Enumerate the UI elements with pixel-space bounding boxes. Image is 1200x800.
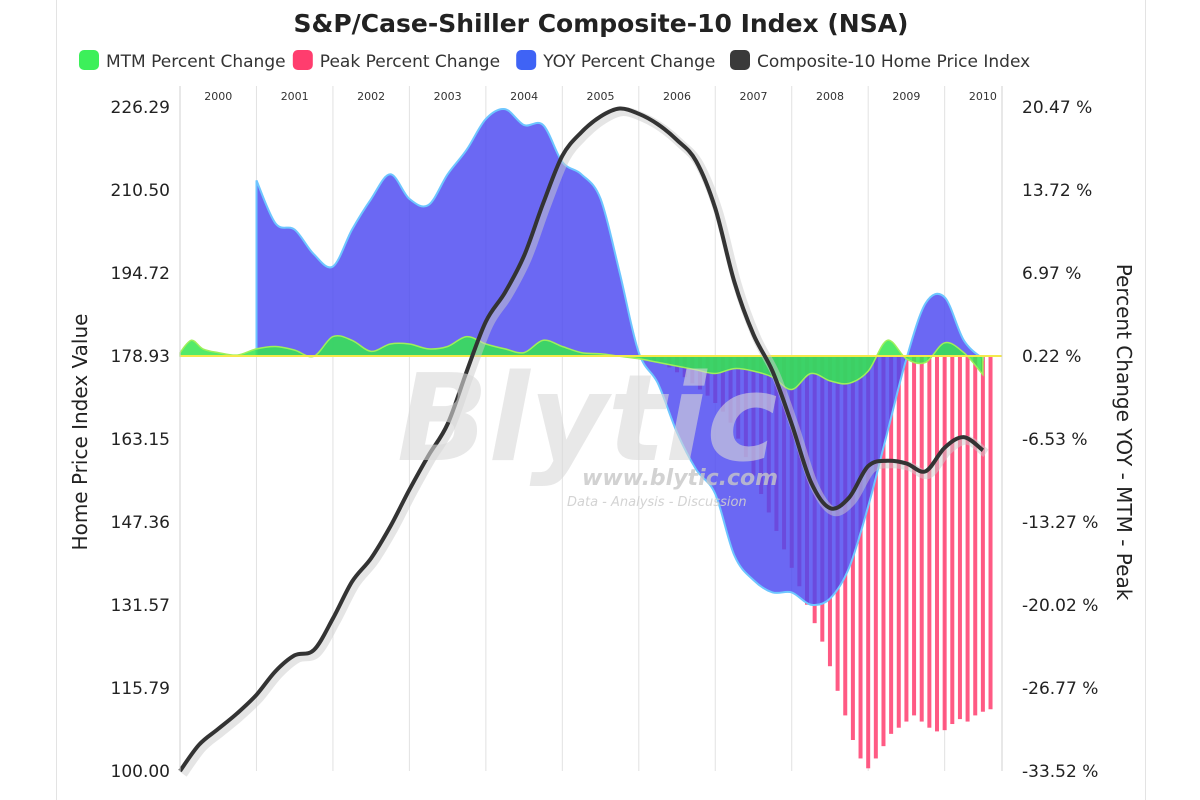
peak-bar-29 bbox=[873, 356, 878, 759]
y-right-tick-2: 6.97 % bbox=[1022, 264, 1081, 284]
yoy-area bbox=[255, 107, 984, 607]
legend-swatch-1 bbox=[292, 50, 313, 70]
y-left-axis-title: Home Price Index Value bbox=[68, 314, 92, 551]
axes: 226.29 210.50 194.72 178.93 163.15 147.36 131.… bbox=[111, 86, 1098, 782]
y-right-tick-1: 13.72 % bbox=[1022, 181, 1092, 201]
y-left-tick-8: 100.00 bbox=[111, 762, 170, 782]
y-right-tick-3: 0.22 % bbox=[1022, 347, 1081, 367]
year-label-2008: 2008 bbox=[816, 90, 844, 103]
y-left-tick-6: 131.57 bbox=[111, 596, 170, 616]
legend-label-0: MTM Percent Change bbox=[106, 52, 286, 72]
year-label-2001: 2001 bbox=[281, 90, 309, 103]
legend-swatch-3 bbox=[730, 50, 750, 70]
y-left-tick-5: 147.36 bbox=[111, 513, 170, 533]
index-line-shadow bbox=[179, 106, 989, 777]
peak-bar-36 bbox=[927, 356, 932, 728]
watermark-tagline: Data - Analysis - Discussion bbox=[567, 495, 747, 510]
mtm-area bbox=[179, 334, 984, 391]
peak-bar-28 bbox=[866, 356, 871, 769]
year-label-2002: 2002 bbox=[357, 90, 385, 103]
y-left-tick-1: 210.50 bbox=[111, 181, 170, 201]
watermark-url: www.blytic.com bbox=[582, 466, 778, 491]
year-label-2003: 2003 bbox=[434, 90, 462, 103]
chart-title: S&P/Case-Shiller Composite-10 Index (NSA… bbox=[294, 9, 909, 38]
chart-panel: S&P/Case-Shiller Composite-10 Index (NSA… bbox=[56, 0, 1146, 800]
watermark: Blytic www.blytic.com Data - Analysis - … bbox=[397, 350, 778, 510]
y-right-tick-5: -13.27 % bbox=[1022, 513, 1098, 533]
year-label-2005: 2005 bbox=[587, 90, 615, 103]
y-right-tick-6: -20.02 % bbox=[1022, 596, 1098, 616]
year-label-2006: 2006 bbox=[663, 90, 691, 103]
legend: MTM Percent Change Peak Percent Change YOY… bbox=[79, 50, 1030, 72]
year-label-2009: 2009 bbox=[892, 90, 920, 103]
legend-swatch-2 bbox=[516, 50, 537, 70]
peak-bar-42 bbox=[973, 356, 978, 716]
peak-bar-30 bbox=[881, 356, 886, 747]
year-label-2010: 2010 bbox=[969, 90, 997, 103]
peak-bar-31 bbox=[889, 356, 894, 734]
y-left-tick-2: 194.72 bbox=[111, 264, 170, 284]
legend-label-3: Composite-10 Home Price Index bbox=[757, 52, 1030, 72]
plot-area: 2000 2001 2002 2003 2004 2005 2006 2007 2008 2009… bbox=[178, 86, 1002, 777]
peak-bar-41 bbox=[965, 356, 970, 722]
y-right-tick-8: -33.52 % bbox=[1022, 762, 1098, 782]
peak-bar-39 bbox=[950, 356, 955, 725]
y-left-tick-0: 226.29 bbox=[111, 98, 170, 118]
y-left-tick-3: 178.93 bbox=[111, 347, 170, 367]
peak-bar-43 bbox=[980, 356, 985, 712]
peak-bar-38 bbox=[942, 356, 947, 731]
y-left-tick-7: 115.79 bbox=[111, 679, 170, 699]
peak-bar-33 bbox=[904, 356, 909, 722]
peak-bar-37 bbox=[935, 356, 940, 732]
legend-label-2: YOY Percent Change bbox=[542, 52, 715, 72]
legend-label-1: Peak Percent Change bbox=[320, 52, 500, 72]
y-right-tick-0: 20.47 % bbox=[1022, 98, 1092, 118]
peak-bar-44 bbox=[988, 356, 993, 710]
year-label-2004: 2004 bbox=[510, 90, 538, 103]
peak-bar-27 bbox=[858, 356, 863, 759]
peak-bar-40 bbox=[957, 356, 962, 720]
peak-bar-34 bbox=[912, 356, 917, 716]
y-right-tick-7: -26.77 % bbox=[1022, 679, 1098, 699]
watermark-brand: Blytic bbox=[397, 350, 777, 489]
peak-bar-35 bbox=[919, 356, 924, 722]
year-label-2007: 2007 bbox=[739, 90, 767, 103]
peak-bar-32 bbox=[896, 356, 901, 728]
index-line bbox=[178, 106, 985, 773]
y-right-axis-title: Percent Change YOY - MTM - Peak bbox=[1112, 264, 1136, 601]
y-left-tick-4: 163.15 bbox=[111, 430, 170, 450]
chart-svg: S&P/Case-Shiller Composite-10 Index (NSA… bbox=[68, 9, 1136, 782]
y-right-tick-4: -6.53 % bbox=[1022, 430, 1088, 450]
legend-swatch-0 bbox=[79, 50, 99, 70]
year-label-2000: 2000 bbox=[204, 90, 232, 103]
